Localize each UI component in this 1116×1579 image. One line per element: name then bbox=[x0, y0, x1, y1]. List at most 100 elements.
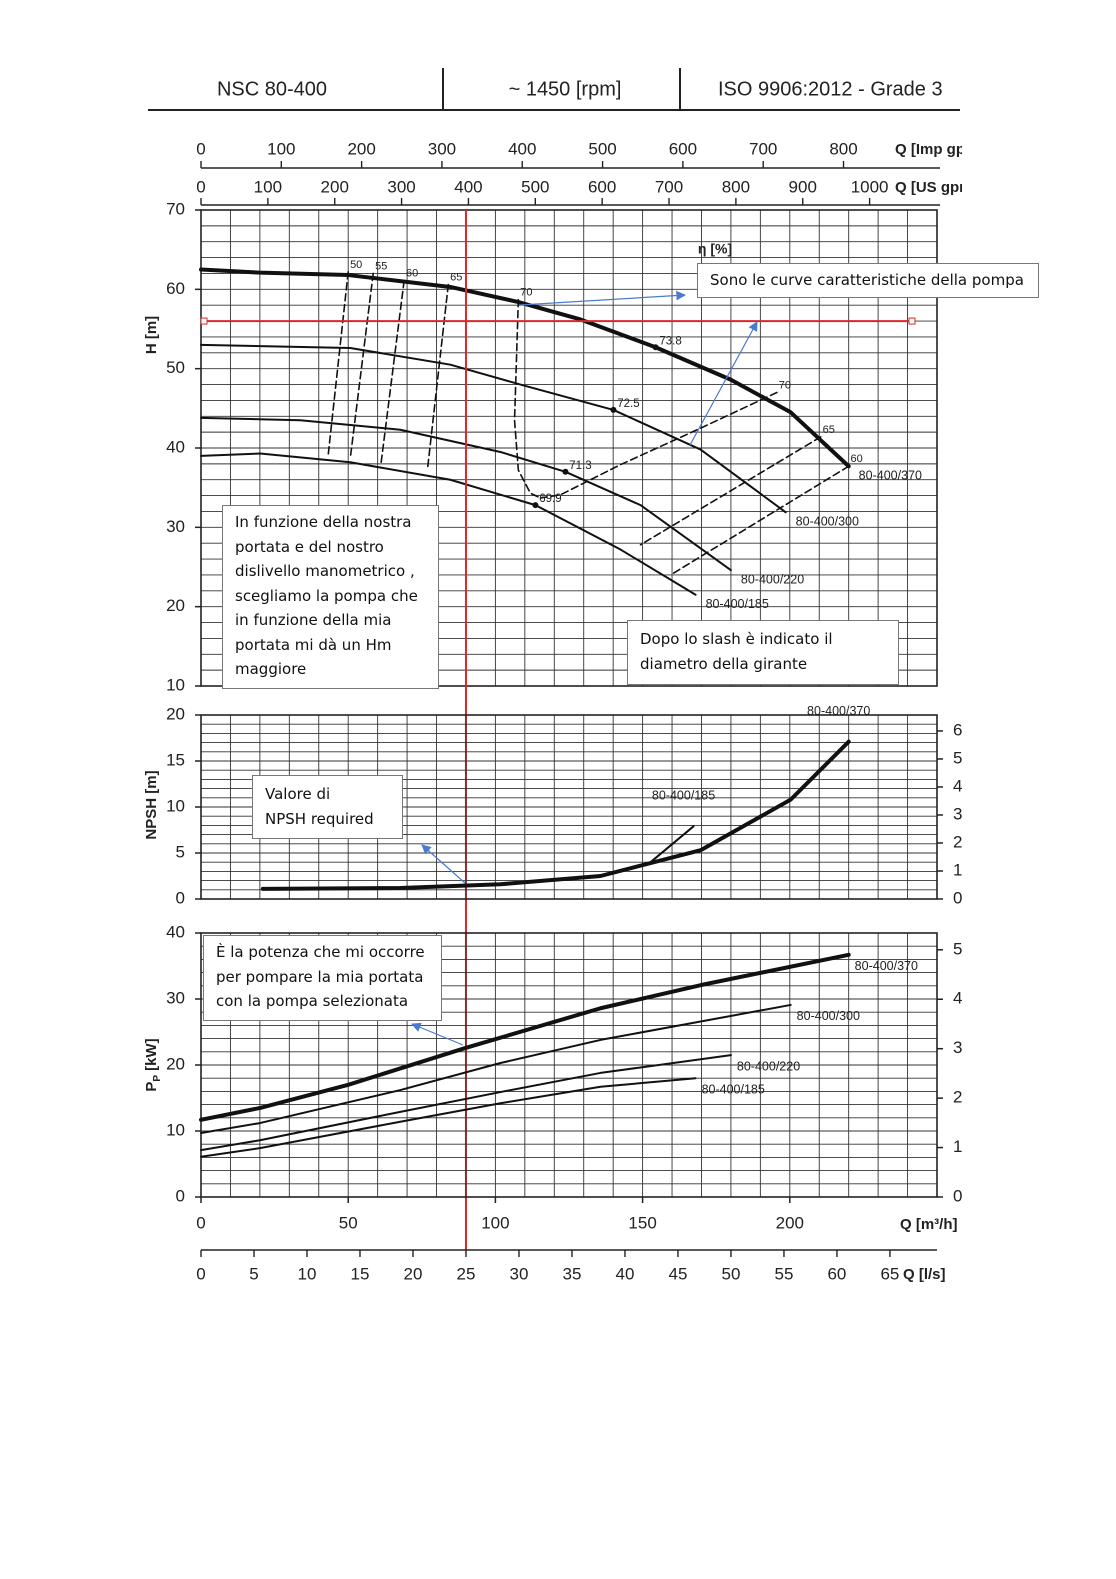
bep-label: 69.9 bbox=[539, 493, 561, 505]
x-axis-label: Q [US gpm] bbox=[895, 179, 978, 196]
y2-tick-label: 50 bbox=[953, 748, 972, 767]
header-standard: ISO 9906:2012 - Grade 3 bbox=[718, 78, 943, 100]
pump-curve bbox=[200, 416, 732, 572]
x-tick-label: 300 bbox=[387, 177, 415, 196]
y-tick-label: 30 bbox=[166, 988, 185, 1007]
efficiency-curve bbox=[349, 272, 375, 460]
x-tick-label: 0 bbox=[196, 1213, 205, 1232]
y2-tick-label: 0 bbox=[953, 888, 962, 907]
curve-label: 80-400/185 bbox=[702, 1082, 765, 1096]
pump-curve bbox=[199, 952, 851, 1122]
x-tick-label: 700 bbox=[655, 177, 683, 196]
pump-curve bbox=[200, 343, 787, 514]
curve-label: 80-400/185 bbox=[706, 597, 769, 611]
curve-label: 80-400/370 bbox=[859, 469, 922, 483]
x-tick-label: 30 bbox=[510, 1264, 529, 1283]
y-axis-label-text: H [m] bbox=[143, 316, 160, 354]
x-tick-label: 0 bbox=[196, 139, 205, 158]
annotation-arrows bbox=[411, 290, 758, 1046]
annotation-line: diametro della girante bbox=[640, 654, 808, 673]
curve-label: 80-400/185 bbox=[652, 789, 715, 803]
annotation-box: Valore di NPSH required bbox=[252, 775, 403, 839]
pump-curve bbox=[260, 739, 851, 891]
x-axis-label: Q [m³/h] bbox=[900, 1216, 958, 1233]
x-tick-label: 200 bbox=[347, 139, 375, 158]
arrow bbox=[421, 844, 466, 884]
x-tick-label: 40 bbox=[616, 1264, 635, 1283]
x-tick-label: 800 bbox=[829, 139, 857, 158]
bep-point bbox=[610, 406, 617, 413]
efficiency-label: 50 bbox=[350, 259, 362, 271]
annotation-line: maggiore bbox=[235, 660, 307, 678]
annotation-box: È la potenza che mi occorre per pompare l… bbox=[203, 935, 442, 1021]
annotation-line: dislivello manometrico , bbox=[235, 562, 415, 580]
y-tick-label: 30 bbox=[166, 517, 185, 536]
x-tick-label: 0 bbox=[196, 177, 205, 196]
y-tick-label: 20 bbox=[166, 704, 185, 723]
annotation-box: Sono le curve caratteristiche della pomp… bbox=[697, 263, 1039, 298]
x-axis-label: Q [l/s] bbox=[903, 1266, 946, 1283]
annotation-line: NPSH required bbox=[265, 809, 374, 828]
x-tick-label: 20 bbox=[404, 1264, 423, 1283]
x-tick-label: 45 bbox=[668, 1264, 687, 1283]
efficiency-curve bbox=[669, 465, 850, 576]
x-tick-label: 300 bbox=[428, 139, 456, 158]
y-tick-label: 15 bbox=[166, 750, 185, 769]
annotation-line: In funzione della nostra bbox=[235, 513, 412, 531]
y-axis-label: H [m] bbox=[143, 316, 160, 354]
x-tick-label: 25 bbox=[457, 1264, 476, 1283]
y2-tick-label: 60 bbox=[953, 720, 972, 739]
x-tick-label: 500 bbox=[588, 139, 616, 158]
y-axis-label-text: NPSH [m] bbox=[143, 770, 160, 839]
bep-label: 71.3 bbox=[569, 460, 591, 472]
y-axis-label-sub: P bbox=[152, 1075, 163, 1082]
y-tick-label: 20 bbox=[166, 1054, 185, 1073]
x-tick-label: 0 bbox=[196, 1264, 205, 1283]
y-tick-label: 0 bbox=[176, 1186, 185, 1205]
x-tick-label: 1000 bbox=[851, 177, 889, 196]
y-tick-label: 10 bbox=[166, 1120, 185, 1139]
efficiency-curve bbox=[327, 271, 350, 456]
y-axis-label: NPSH [m] bbox=[143, 770, 160, 839]
annotation-line: Valore di bbox=[265, 785, 331, 803]
annotation-line: portata mi dà un Hm bbox=[235, 635, 392, 654]
x-tick-label: 100 bbox=[254, 177, 282, 196]
arrow bbox=[411, 1022, 464, 1046]
bep-label: 72.5 bbox=[617, 398, 639, 410]
y-tick-label: 10 bbox=[166, 796, 185, 815]
bep-point bbox=[562, 468, 569, 475]
bep-label: 73.8 bbox=[659, 335, 681, 347]
y2-tick-label: 30 bbox=[953, 1038, 972, 1057]
efficiency-curve bbox=[639, 436, 822, 546]
x-tick-label: 500 bbox=[521, 177, 549, 196]
duty-line-end bbox=[908, 317, 916, 325]
efficiency-label: 65 bbox=[823, 424, 835, 436]
y2-tick-label: 20 bbox=[953, 1088, 972, 1107]
annotation-line: Sono le curve caratteristiche della pomp… bbox=[710, 271, 1024, 289]
y-tick-label: 50 bbox=[166, 358, 185, 377]
x-tick-label: 200 bbox=[776, 1213, 804, 1232]
annotation-line: per pompare la mia portata bbox=[216, 967, 424, 986]
annotation-line: portata e del nostro bbox=[235, 537, 384, 556]
x-tick-label: 60 bbox=[827, 1264, 846, 1283]
y-tick-label: 10 bbox=[166, 675, 185, 694]
pump-curve bbox=[200, 1054, 732, 1152]
y-tick-label: 5 bbox=[176, 842, 185, 861]
x-tick-label: 800 bbox=[722, 177, 750, 196]
arrow bbox=[689, 321, 758, 446]
curve-label: 80-400/220 bbox=[737, 1059, 800, 1073]
efficiency-label: 65 bbox=[450, 271, 462, 283]
x-tick-label: 100 bbox=[267, 139, 295, 158]
y-tick-label: 60 bbox=[166, 279, 185, 298]
x-tick-label: 400 bbox=[508, 139, 536, 158]
x-tick-label: 10 bbox=[298, 1264, 317, 1283]
bep-point bbox=[532, 502, 539, 509]
curve-label: 80-400/220 bbox=[741, 572, 804, 586]
annotation-line: in funzione della mia bbox=[235, 611, 392, 629]
y-tick-label: 70 bbox=[166, 199, 185, 218]
efficiency-curve bbox=[513, 298, 542, 499]
header-speed: ~ 1450 [rpm] bbox=[509, 78, 622, 100]
annotation-box: Dopo lo slash è indicato il diametro dell… bbox=[627, 620, 899, 685]
